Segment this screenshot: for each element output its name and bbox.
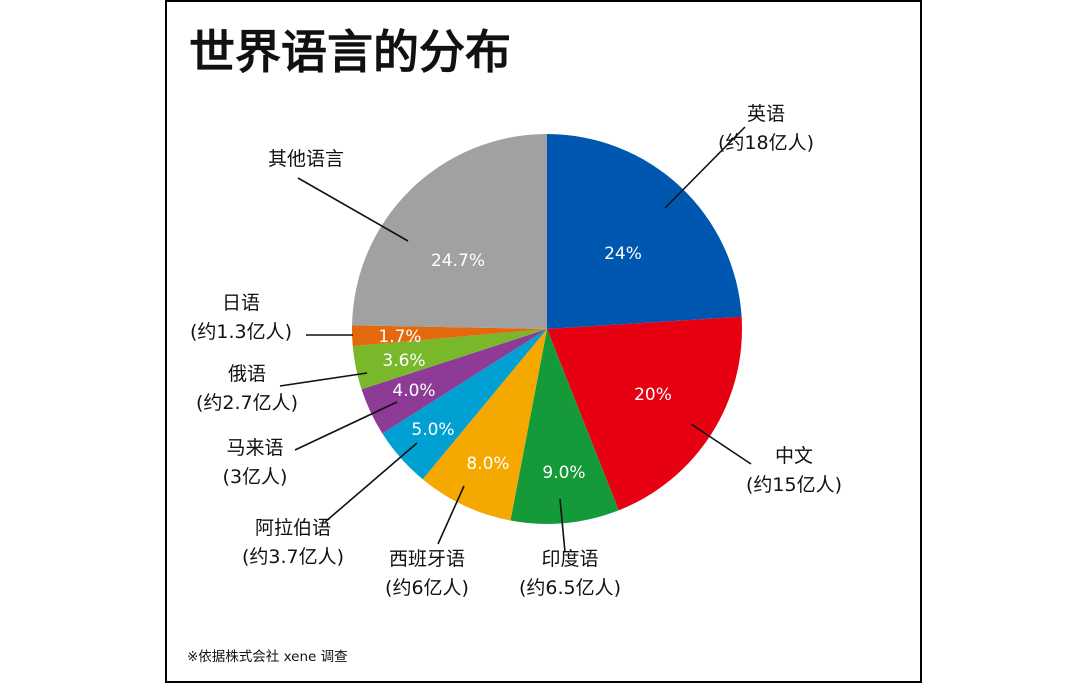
percent-label: 8.0% [466, 454, 509, 474]
pie-slice [547, 316, 743, 511]
percent-label: 3.6% [382, 351, 425, 371]
category-amount: (3亿人) [223, 466, 288, 488]
leader-line [437, 485, 465, 545]
percent-label: 24% [604, 244, 642, 264]
category-name: 俄语 [228, 363, 266, 385]
percent-label: 1.7% [378, 327, 421, 347]
category-amount: (约2.7亿人) [196, 392, 298, 414]
category-name: 马来语 [226, 437, 283, 459]
leader-line [324, 442, 418, 523]
category-amount: (约6亿人) [385, 577, 469, 599]
chart-title: 世界语言的分布 [189, 25, 511, 79]
pie-slices [351, 133, 743, 525]
category-name: 英语 [747, 103, 785, 125]
percent-label: 24.7% [431, 251, 485, 271]
percent-labels: 24% 20% 9.0% 8.0% 5.0% 4.0% 3.6% 1.7% 24.7% [378, 244, 672, 483]
chart-frame: 世界语言的分布 24% 20% 9.0% 8.0% 5.0% 4.0% 3.6% 1.7% 24… [165, 0, 922, 683]
category-name: 阿拉伯语 [255, 517, 331, 539]
category-labels: 英语 (约18亿人) 中文 (约15亿人) 印度语 (约6.5亿人) 西班牙语 (约6亿人) 阿… [190, 103, 842, 599]
pie-slice [351, 325, 547, 347]
pie-slice [361, 329, 547, 434]
category-amount: (约18亿人) [718, 132, 814, 154]
pie-slice [510, 329, 619, 525]
pie-slice [352, 329, 547, 390]
leader-line [664, 126, 746, 209]
category-name: 其他语言 [268, 148, 344, 170]
pie-slice [422, 329, 547, 521]
pie-slice [382, 329, 547, 480]
percent-label: 20% [634, 385, 672, 405]
leader-line [559, 498, 566, 553]
category-name: 中文 [775, 445, 813, 467]
pie-slice [352, 133, 547, 329]
category-amount: (约15亿人) [746, 474, 842, 496]
category-name: 西班牙语 [389, 548, 465, 570]
percent-label: 5.0% [411, 420, 454, 440]
category-amount: (约6.5亿人) [519, 577, 621, 599]
leader-line [279, 372, 368, 387]
leader-line [294, 401, 398, 451]
pie-slice [547, 133, 742, 329]
leader-line [297, 177, 409, 242]
percent-label: 4.0% [392, 381, 435, 401]
pie-chart: 世界语言的分布 24%20%9.0%8.0%5.0%4.0%3.6%1.7%24… [187, 25, 842, 665]
percent-label: 9.0% [542, 463, 585, 483]
category-name: 日语 [222, 292, 260, 314]
leader-line [690, 423, 752, 465]
leader-lines [279, 126, 752, 553]
category-name: 印度语 [541, 548, 598, 570]
category-amount: (约3.7亿人) [242, 546, 344, 568]
source-footnote: ※依据株式会社 xene 调查 [187, 649, 348, 665]
category-amount: (约1.3亿人) [190, 321, 292, 343]
